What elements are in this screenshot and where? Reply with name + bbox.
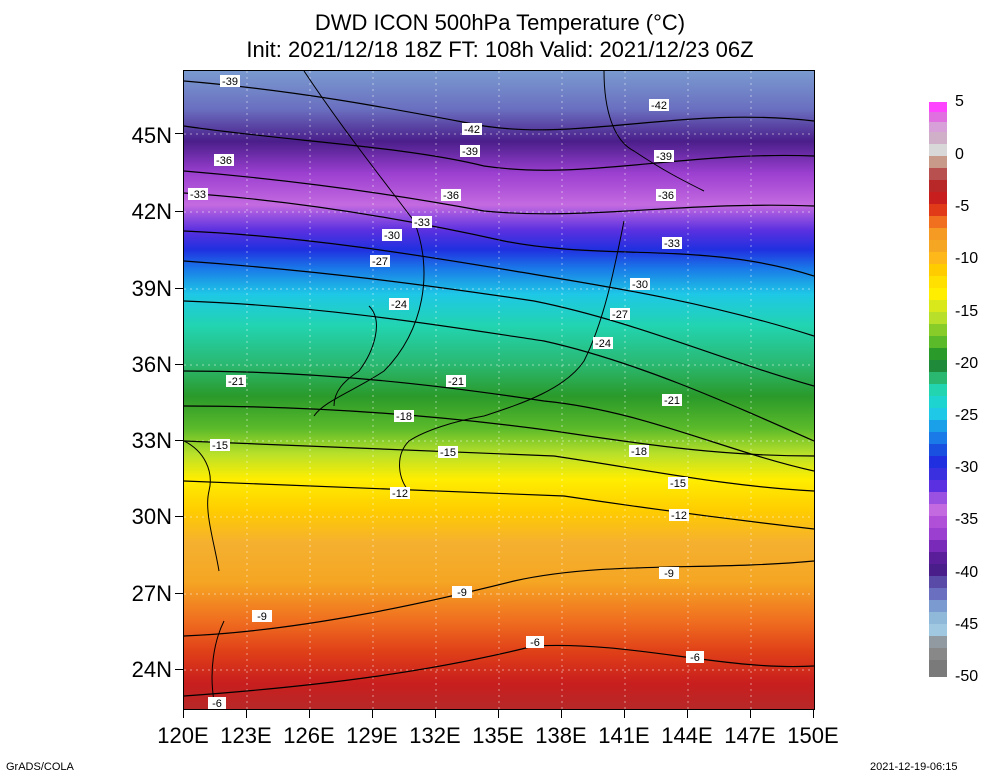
lon-tick (309, 710, 310, 718)
contour-label: -15 (440, 447, 456, 459)
contour-label: -42 (651, 100, 667, 112)
lat-label: 33N (131, 428, 172, 453)
contour-label: -30 (384, 230, 400, 242)
lat-tick (175, 593, 183, 594)
contour-label: -9 (664, 568, 674, 580)
colorbar-label: 5 (955, 93, 964, 110)
lon-tick (372, 710, 373, 718)
contour-label: -6 (212, 698, 222, 709)
colorbar-label: 0 (955, 146, 964, 163)
contour-label: -33 (414, 217, 430, 229)
lon-label: 120E (157, 723, 209, 748)
lon-tick (498, 710, 499, 718)
lon-tick (561, 710, 562, 718)
lon-label: 147E (724, 723, 776, 748)
footer-credit: GrADS/COLA (6, 761, 74, 773)
lon-tick (687, 710, 688, 718)
contour-label: -39 (462, 146, 478, 158)
colorbar-label: -25 (955, 407, 979, 424)
contour-label: -9 (457, 587, 467, 599)
lon-label: 135E (472, 723, 524, 748)
lon-label: 138E (535, 723, 587, 748)
lon-tick (813, 710, 814, 718)
lat-tick (175, 440, 183, 441)
lon-label: 144E (661, 723, 713, 748)
colorbar-label: -20 (955, 355, 979, 372)
contour-label: -39 (222, 76, 238, 88)
footer-timestamp: 2021-12-19-06:15 (870, 761, 958, 773)
contour-label: -21 (664, 395, 680, 407)
contour-label: -6 (530, 637, 540, 649)
contour-label: -36 (658, 190, 674, 202)
contour-label: -12 (671, 510, 687, 522)
contour-label: -9 (257, 611, 267, 623)
lat-tick (175, 669, 183, 670)
contour-label: -36 (216, 155, 232, 167)
colorbar-label: -35 (955, 511, 979, 528)
lat-tick (175, 133, 183, 134)
map-subtitle: Init: 2021/12/18 18Z FT: 108h Valid: 202… (246, 37, 754, 62)
contour-label: -33 (190, 189, 206, 201)
contour-label: -18 (631, 446, 647, 458)
colorbar-label: -15 (955, 303, 979, 320)
lat-label: 42N (131, 199, 172, 224)
contour-label: -15 (670, 478, 686, 490)
lon-label: 129E (346, 723, 398, 748)
colorbar-label: -5 (955, 198, 970, 215)
lat-label: 24N (131, 657, 172, 682)
colorbar-label: -40 (955, 564, 979, 581)
contour-label: -18 (396, 411, 412, 423)
contour-label: -42 (464, 124, 480, 136)
lat-tick (175, 211, 183, 212)
lon-label: 141E (598, 723, 650, 748)
colorbar-label: -50 (955, 668, 979, 685)
contour-label: -24 (595, 338, 611, 350)
lon-tick (246, 710, 247, 718)
contour-label: -12 (392, 488, 408, 500)
contour-label: -15 (212, 440, 228, 452)
contour-label: -30 (632, 279, 648, 291)
colorbar-label: -30 (955, 459, 979, 476)
temperature-map: -39 -42 -42 -36 -39 -39 -33 -36 -36 -33 … (183, 70, 815, 710)
contour-label: -21 (228, 376, 244, 388)
contour-label: -21 (448, 376, 464, 388)
lat-tick (175, 364, 183, 365)
colorbar-label: -45 (955, 616, 979, 633)
lon-tick (183, 710, 184, 718)
lon-label: 132E (409, 723, 461, 748)
colorbar (929, 92, 947, 677)
lon-label: 150E (787, 723, 839, 748)
contour-label: -33 (664, 238, 680, 250)
lat-label: 36N (131, 352, 172, 377)
contour-label: -27 (612, 309, 628, 321)
contour-label: -39 (656, 151, 672, 163)
lon-tick (435, 710, 436, 718)
map-title: DWD ICON 500hPa Temperature (°C) (314, 10, 686, 35)
lat-tick (175, 516, 183, 517)
lon-tick (624, 710, 625, 718)
lon-label: 126E (283, 723, 335, 748)
lat-label: 39N (131, 276, 172, 301)
lat-label: 45N (131, 123, 172, 148)
lat-tick (175, 288, 183, 289)
colorbar-label: -10 (955, 250, 979, 267)
lon-label: 123E (220, 723, 272, 748)
contour-label: -27 (372, 256, 388, 268)
contour-label: -24 (391, 299, 407, 311)
lon-tick (750, 710, 751, 718)
contour-label: -36 (443, 190, 459, 202)
contour-label: -6 (690, 652, 700, 664)
lat-label: 30N (131, 504, 172, 529)
lat-label: 27N (131, 581, 172, 606)
